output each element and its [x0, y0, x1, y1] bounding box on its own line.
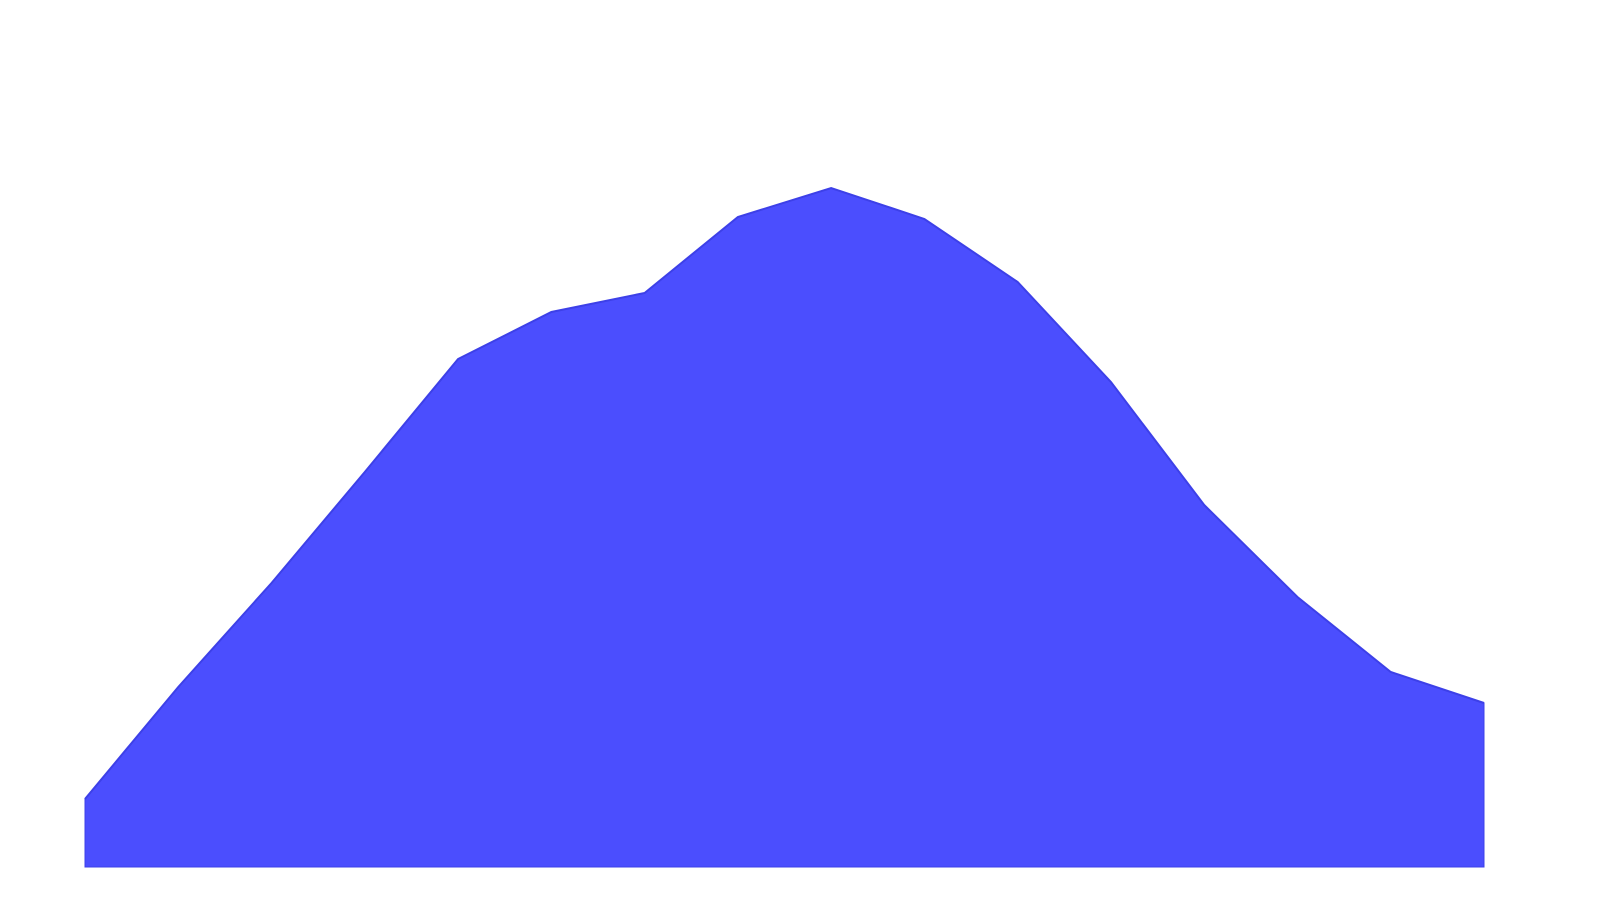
area-line: [84, 186, 1485, 800]
area: [84, 187, 1485, 868]
